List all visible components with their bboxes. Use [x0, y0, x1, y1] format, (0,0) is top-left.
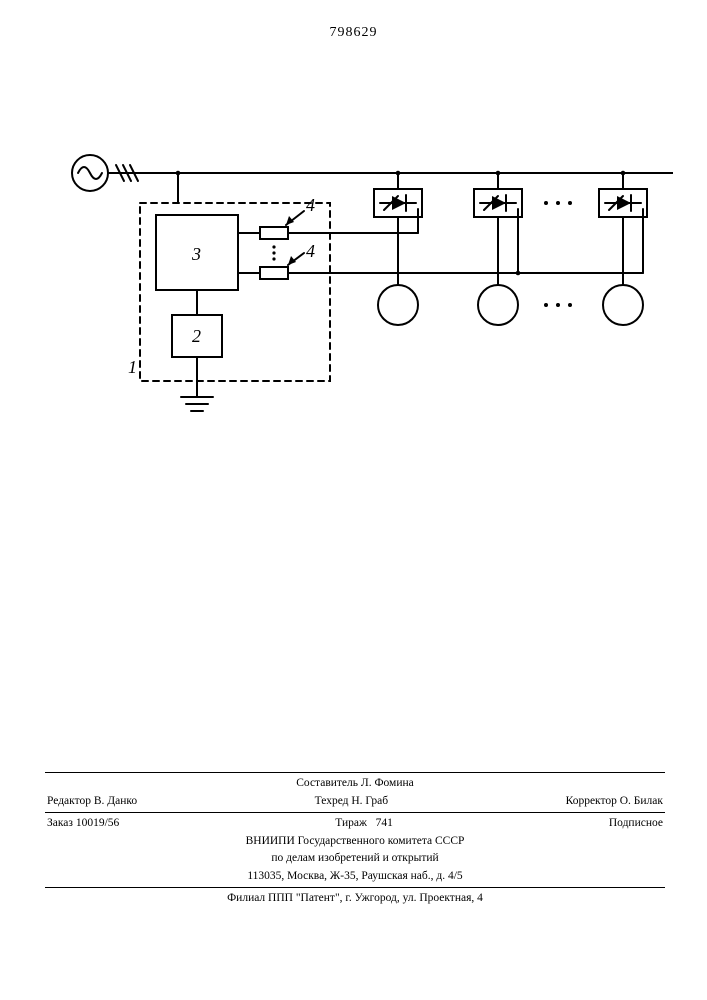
label-3: 3 — [191, 244, 201, 264]
branch-line: Филиал ППП "Патент", г. Ужгород, ул. Про… — [45, 890, 665, 908]
schematic-diagram: 1 2 3 4 4 — [68, 105, 673, 435]
org-line1: ВНИИПИ Государственного комитета СССР — [45, 833, 665, 851]
label-4b: 4 — [306, 241, 315, 261]
order-row: Заказ 10019/56 Тираж 741 Подписное — [45, 815, 665, 833]
address-line: 113035, Москва, Ж-35, Раушская наб., д. … — [45, 868, 665, 886]
doc-number: 798629 — [0, 25, 707, 41]
compiler-line: Составитель Л. Фомина — [45, 775, 665, 793]
footer-block: Составитель Л. Фомина Редактор В. Данко … — [45, 770, 665, 908]
label-1: 1 — [128, 357, 137, 377]
credits-row: Редактор В. Данко Техред Н. Граб Коррект… — [45, 793, 665, 811]
label-2: 2 — [192, 326, 201, 346]
label-4a: 4 — [306, 195, 315, 215]
org-line2: по делам изобретений и открытий — [45, 850, 665, 868]
